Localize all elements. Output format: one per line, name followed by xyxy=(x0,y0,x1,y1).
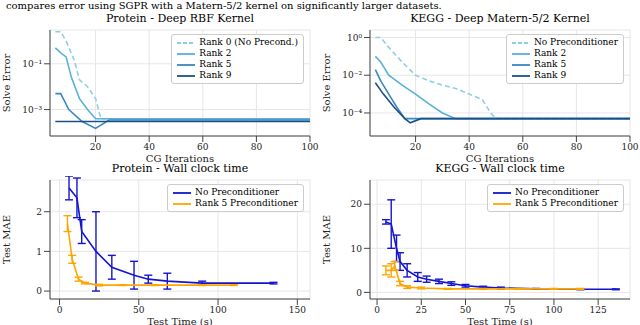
svg-text:80: 80 xyxy=(571,142,583,152)
html-text:Rank 9: Rank 9 xyxy=(199,70,232,80)
svg-text:40: 40 xyxy=(463,142,475,152)
svg-text:0: 0 xyxy=(36,286,42,296)
svg-text:Test Time (s): Test Time (s) xyxy=(467,316,533,325)
svg-text:75: 75 xyxy=(504,305,516,315)
svg-text:10⁰: 10⁰ xyxy=(347,33,362,43)
html-text:Rank 2: Rank 2 xyxy=(533,48,567,58)
svg-text:100: 100 xyxy=(209,305,226,315)
svg-text:40: 40 xyxy=(143,142,155,152)
svg-text:150: 150 xyxy=(289,305,306,315)
html-text:No Preconditioner: No Preconditioner xyxy=(533,37,618,47)
svg-text:125: 125 xyxy=(590,305,607,315)
svg-text:Solve Error: Solve Error xyxy=(8,54,12,113)
svg-text:60: 60 xyxy=(197,142,209,152)
svg-text:Solve Error: Solve Error xyxy=(321,54,332,113)
svg-text:100: 100 xyxy=(545,305,562,315)
html-text:No Preconditioner: No Preconditioner xyxy=(195,187,280,197)
svg-text:10⁻⁴: 10⁻⁴ xyxy=(342,108,362,118)
html-text:Rank 0 (No Precond.): Rank 0 (No Precond.) xyxy=(199,37,298,47)
svg-text:80: 80 xyxy=(251,142,263,152)
html-text:KEGG - Wall clock time: KEGG - Wall clock time xyxy=(435,162,565,175)
svg-text:10⁻³: 10⁻³ xyxy=(22,105,42,115)
svg-text:1: 1 xyxy=(36,247,42,257)
svg-text:25: 25 xyxy=(416,305,428,315)
html-text:Rank 5 Preconditioner: Rank 5 Preconditioner xyxy=(515,198,618,208)
svg-text:100: 100 xyxy=(621,142,632,152)
html-text:compares error using SGPR with: compares error using SGPR with a Matern-… xyxy=(6,0,442,11)
html-text:Rank 5 Preconditioner: Rank 5 Preconditioner xyxy=(195,198,298,208)
svg-text:Test MAE: Test MAE xyxy=(8,215,12,264)
svg-text:0: 0 xyxy=(57,305,63,315)
svg-text:50: 50 xyxy=(460,305,472,315)
svg-text:10⁻¹: 10⁻¹ xyxy=(22,59,42,69)
html-text:Rank 9: Rank 9 xyxy=(533,70,567,80)
svg-text:50: 50 xyxy=(133,305,145,315)
html-text:Rank 5: Rank 5 xyxy=(533,59,567,69)
svg-text:Test MAE: Test MAE xyxy=(321,215,332,264)
svg-text:60: 60 xyxy=(517,142,529,152)
html-text:Protein - Deep RBF Kernel: Protein - Deep RBF Kernel xyxy=(105,12,255,25)
svg-text:2: 2 xyxy=(36,207,42,217)
svg-text:10: 10 xyxy=(351,244,363,254)
html-text:KEGG - Deep Matern-5/2 Kernel: KEGG - Deep Matern-5/2 Kernel xyxy=(410,12,590,25)
svg-text:0: 0 xyxy=(356,288,362,298)
svg-text:20: 20 xyxy=(90,142,102,152)
html-text:Protein - Wall clock time: Protein - Wall clock time xyxy=(111,162,249,175)
svg-text:CG Iterations: CG Iterations xyxy=(466,153,534,162)
svg-text:CG Iterations: CG Iterations xyxy=(146,153,214,162)
svg-text:20: 20 xyxy=(351,199,363,209)
svg-text:Test Time (s): Test Time (s) xyxy=(147,316,213,325)
html-text:Rank 5: Rank 5 xyxy=(199,59,232,69)
svg-text:100: 100 xyxy=(301,142,318,152)
svg-text:20: 20 xyxy=(410,142,422,152)
html-text:No Preconditioner: No Preconditioner xyxy=(515,187,600,197)
html-text:Rank 2: Rank 2 xyxy=(199,48,232,58)
svg-text:10⁻²: 10⁻² xyxy=(342,70,362,80)
svg-text:0: 0 xyxy=(374,305,380,315)
